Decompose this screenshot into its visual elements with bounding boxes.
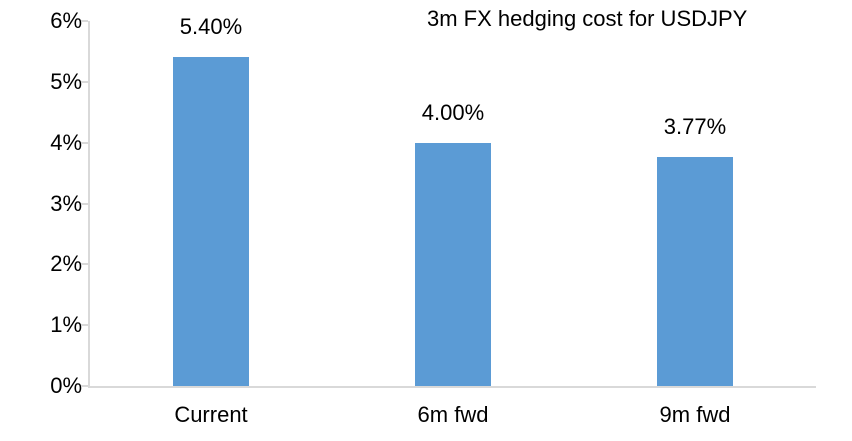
x-axis-line	[88, 386, 816, 388]
chart-title: 3m FX hedging cost for USDJPY	[427, 6, 748, 31]
y-axis-tick-mark	[81, 202, 88, 205]
y-axis-tick-label: 5%	[50, 68, 82, 94]
y-axis-tick-mark	[81, 263, 88, 266]
y-axis-tick-label: 3%	[50, 190, 82, 216]
category-label-current: Current	[174, 402, 248, 427]
bar-current	[173, 57, 249, 386]
data-label-current: 5.40%	[179, 14, 243, 39]
plot-area: 0% 1% 2% 3% 4% 5% 6% 5.40% Current 4.00% 6m fwd 3.7…	[50, 8, 816, 427]
category-label-9m-fwd: 9m fwd	[659, 402, 731, 427]
y-axis-tick-mark	[81, 324, 88, 327]
y-axis-tick-label: 1%	[50, 312, 82, 338]
y-axis-tick-mark	[81, 80, 88, 83]
y-axis-tick-label: 2%	[50, 251, 82, 277]
data-label-9m-fwd: 3.77%	[663, 114, 727, 139]
y-axis-tick-mark	[81, 385, 88, 387]
y-axis-tick-label: 0%	[50, 373, 82, 398]
category-label-6m-fwd: 6m fwd	[417, 402, 489, 427]
y-axis-line	[88, 21, 90, 386]
data-label-6m-fwd: 4.00%	[421, 100, 485, 125]
y-axis-tick-label: 6%	[50, 8, 82, 33]
bar-9m-fwd	[657, 157, 733, 386]
y-axis-tick-label: 4%	[50, 129, 82, 155]
bar-6m-fwd	[415, 143, 491, 386]
y-axis-tick-mark	[81, 141, 88, 144]
y-axis-tick-mark	[81, 20, 88, 22]
